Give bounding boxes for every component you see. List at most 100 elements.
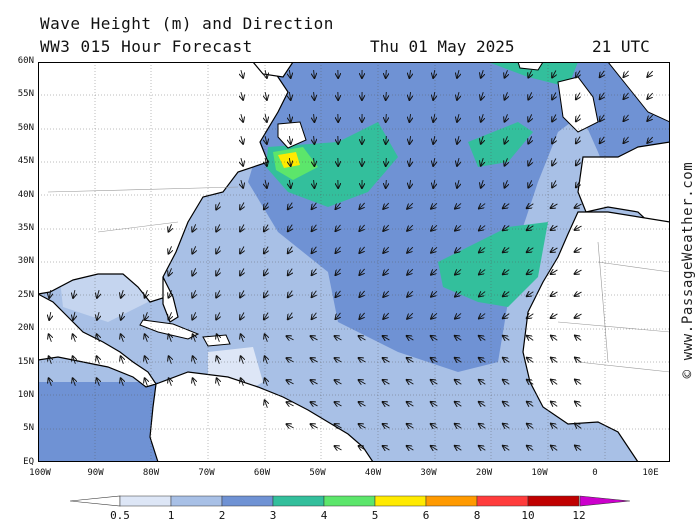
borders	[47, 186, 670, 373]
wave-arrow	[503, 292, 510, 297]
wave-arrow	[551, 270, 558, 274]
wave-arrow	[574, 314, 582, 318]
wave-arrow	[286, 336, 294, 340]
wave-arrow	[314, 179, 315, 188]
wave-arrow	[481, 136, 484, 144]
wave-arrow	[289, 69, 290, 78]
wave-arrow	[575, 358, 582, 363]
wave-arrow	[193, 356, 196, 364]
wave-arrow	[265, 91, 267, 100]
wave-arrow	[527, 292, 534, 296]
wave-arrow	[145, 378, 148, 386]
wave-arrow	[336, 202, 341, 209]
wave-arrow	[264, 224, 268, 232]
land-cuba	[139, 319, 200, 340]
wave-arrow	[407, 224, 414, 231]
colorbar-label: 3	[269, 509, 277, 522]
wave-arrow	[312, 246, 317, 253]
wave-arrow	[336, 246, 341, 253]
wave-arrow	[455, 269, 462, 274]
wave-arrow	[97, 378, 100, 386]
wave-arrow	[240, 246, 244, 254]
site-credit: © www.PassageWeather.com	[680, 161, 696, 379]
wave-arrow	[431, 246, 438, 252]
wave-arrow	[359, 312, 365, 319]
wave-arrow	[503, 424, 510, 429]
wave-arrow	[431, 312, 438, 318]
wave-arrow	[455, 313, 462, 318]
wave-arrow	[528, 70, 531, 77]
wave-arrow	[431, 358, 438, 362]
wave-arrow	[264, 290, 268, 298]
wave-arrow	[383, 402, 390, 406]
wave-arrow	[576, 180, 580, 188]
wave-arrow	[145, 334, 148, 342]
wave-arrow	[433, 113, 435, 122]
wave-arrow	[503, 204, 510, 209]
wave-arrow	[216, 268, 220, 275]
wave-arrow	[386, 91, 387, 100]
wave-arrow	[527, 226, 534, 230]
wave-arrow	[407, 268, 414, 275]
wave-arrow	[73, 334, 76, 342]
wave-arrow	[431, 224, 438, 230]
lat-label: 30N	[17, 256, 34, 267]
wave-arrow	[192, 224, 195, 231]
wave-arrow	[407, 290, 414, 297]
wave-arrow	[265, 334, 268, 342]
wave-arrow	[409, 157, 410, 166]
wave-arrow	[431, 402, 438, 406]
colorbar-segment	[374, 495, 427, 507]
wave-arrow	[527, 424, 534, 429]
wave-arrow	[97, 356, 100, 364]
wave-arrow	[479, 336, 486, 340]
wave-arrow	[431, 268, 438, 274]
wave-arrow	[551, 204, 558, 208]
wave-arrow	[433, 69, 435, 78]
lon-label: 70W	[198, 468, 215, 478]
wave-arrow	[240, 312, 244, 320]
wave-arrow	[576, 70, 580, 78]
wave-arrow	[168, 268, 171, 275]
wave-arrow	[265, 135, 267, 144]
lat-label: 50N	[17, 122, 34, 133]
wave-arrow	[623, 92, 628, 99]
lat-label: 60N	[17, 56, 34, 66]
wave-arrow	[336, 312, 341, 319]
wave-arrow	[314, 91, 315, 100]
lat-label: 55N	[17, 89, 34, 100]
colorbar-segment	[272, 495, 325, 507]
wave-arrow	[527, 248, 534, 252]
wave-arrow	[241, 114, 243, 122]
wave-arrow	[600, 70, 605, 78]
wave-arrow	[503, 336, 510, 341]
wave-arrow	[575, 336, 582, 341]
wave-arrow	[49, 378, 52, 386]
graticule	[38, 62, 670, 462]
land-iceland	[517, 62, 544, 71]
wave-arrow	[73, 378, 76, 386]
lon-label: 10E	[642, 468, 659, 478]
wave-arrow	[169, 378, 172, 386]
wave-arrow	[193, 378, 196, 386]
wave-arrow	[314, 69, 315, 78]
wave-arrow	[286, 380, 294, 384]
land-mexico-central-america	[38, 293, 157, 388]
wave-arrow	[431, 424, 438, 428]
wave-arrow	[49, 289, 51, 298]
wave-arrow	[288, 312, 292, 320]
wave-arrow	[527, 446, 534, 451]
wave-arrow	[527, 336, 534, 341]
wave-arrow	[481, 92, 484, 100]
wave-arrow	[241, 136, 243, 144]
wave-arrow	[623, 136, 628, 143]
wave-arrow	[383, 202, 390, 209]
wave-arrow	[481, 158, 484, 166]
wave-arrow	[574, 204, 582, 208]
wave-arrow	[359, 202, 365, 209]
colorbar-label: 5	[371, 509, 379, 522]
lat-label: 40N	[17, 189, 34, 200]
wave-arrow	[407, 380, 414, 384]
lat-label: 25N	[17, 289, 34, 300]
wave-arrow	[314, 157, 315, 166]
